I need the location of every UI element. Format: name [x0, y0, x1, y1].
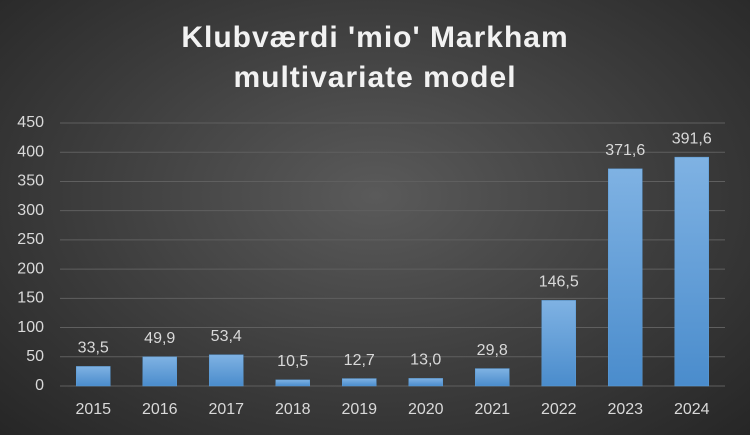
x-tick-label: 2017	[208, 401, 244, 418]
bar	[475, 368, 510, 387]
y-tick-label: 200	[17, 260, 44, 277]
data-label: 13,0	[410, 352, 441, 369]
data-label: 29,8	[477, 342, 508, 359]
x-tick-label: 2018	[275, 401, 311, 418]
y-tick-label: 50	[26, 348, 44, 365]
bar	[275, 379, 310, 387]
y-tick-label: 350	[17, 173, 44, 190]
y-tick-label: 0	[35, 377, 44, 394]
data-label: 33,5	[78, 340, 109, 357]
x-tick-label: 2024	[674, 401, 710, 418]
x-tick-label: 2020	[408, 401, 444, 418]
data-label: 12,7	[344, 352, 375, 369]
bar	[408, 378, 443, 387]
bar	[76, 366, 111, 387]
x-tick-label: 2022	[541, 401, 577, 418]
y-tick-label: 400	[17, 143, 44, 160]
y-tick-label: 450	[17, 114, 44, 131]
bar	[342, 378, 377, 387]
data-label: 49,9	[144, 330, 175, 347]
y-tick-label: 150	[17, 290, 44, 307]
x-tick-label: 2021	[474, 401, 510, 418]
data-label: 53,4	[211, 328, 242, 345]
y-tick-label: 100	[17, 319, 44, 336]
data-label: 371,6	[605, 142, 645, 159]
bar	[142, 356, 177, 387]
x-tick-label: 2023	[607, 401, 643, 418]
chart-title: Klubværdi 'mio' Markham multivariate mod…	[181, 21, 569, 94]
x-tick-label: 2019	[341, 401, 377, 418]
data-label: 10,5	[277, 353, 308, 370]
bar	[674, 156, 709, 387]
bar	[608, 168, 643, 387]
data-label: 391,6	[672, 130, 712, 147]
x-tick-label: 2015	[75, 401, 111, 418]
bar	[209, 354, 244, 387]
bar	[541, 300, 576, 387]
data-label: 146,5	[539, 274, 579, 291]
x-tick-label: 2016	[142, 401, 178, 418]
y-tick-label: 300	[17, 202, 44, 219]
y-tick-label: 250	[17, 231, 44, 248]
